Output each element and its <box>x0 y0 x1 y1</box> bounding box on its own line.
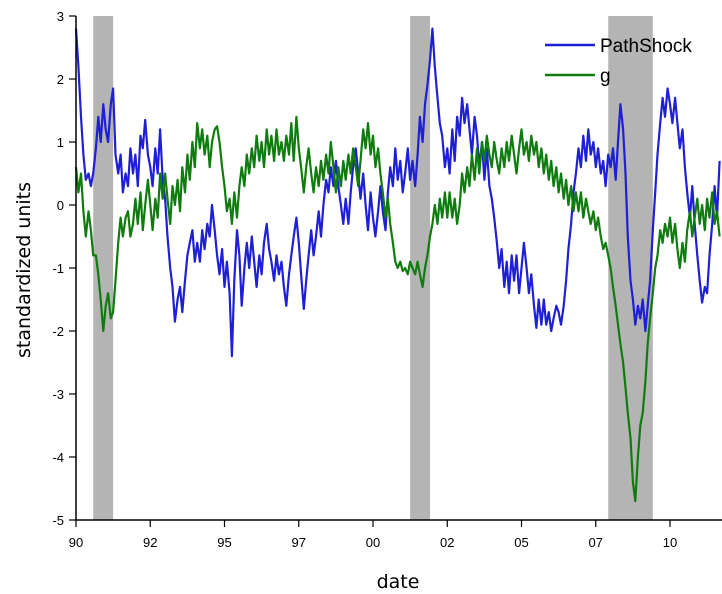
x-axis-title: date <box>377 571 420 593</box>
recession-band-1 <box>93 16 114 520</box>
y-axis-title: standardized units <box>13 182 35 358</box>
legend: PathShock g <box>545 36 692 87</box>
y-tick-label: -2 <box>52 324 64 339</box>
x-tick-label: 95 <box>217 535 231 550</box>
x-tick-label: 97 <box>292 535 306 550</box>
recession-shading <box>93 16 653 520</box>
x-tick-label: 05 <box>514 535 528 550</box>
y-tick-label: -1 <box>52 261 64 276</box>
series-line-pathshock <box>74 27 721 358</box>
y-tick-label: -3 <box>52 387 64 402</box>
y-tick-label: -4 <box>52 450 64 465</box>
x-tick-label: 92 <box>143 535 157 550</box>
x-tick-label: 00 <box>366 535 380 550</box>
y-tick-label: 1 <box>57 135 64 150</box>
series-lines <box>74 27 721 503</box>
series-line-g <box>74 115 721 503</box>
y-tick-label: 0 <box>57 198 64 213</box>
recession-band-2 <box>410 16 431 520</box>
legend-label: PathShock <box>600 36 692 57</box>
x-tick-label: 07 <box>589 535 603 550</box>
y-tick-label: 3 <box>57 9 64 24</box>
x-tick-label: 90 <box>69 535 83 550</box>
legend-label: g <box>600 66 611 87</box>
x-tick-label: 10 <box>663 535 677 550</box>
y-tick-label: 2 <box>57 72 64 87</box>
x-tick-label: 02 <box>440 535 454 550</box>
y-tick-label: -5 <box>52 513 64 528</box>
